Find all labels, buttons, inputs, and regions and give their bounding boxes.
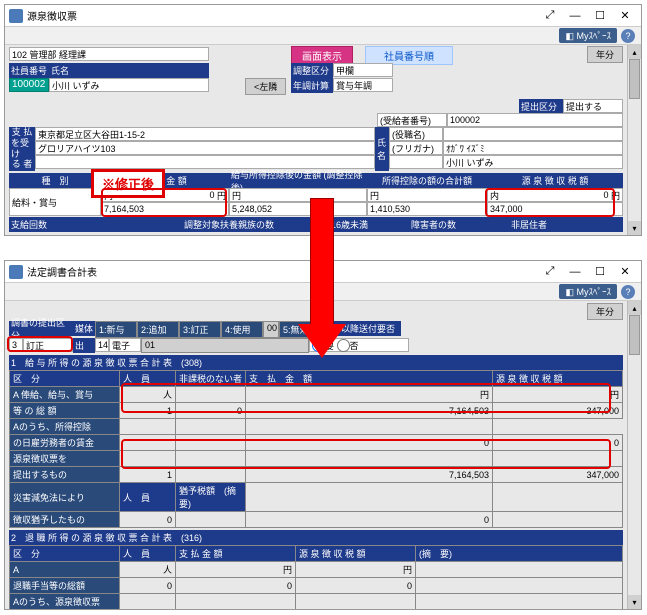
scroll-down-icon[interactable]: ▾ [628, 595, 641, 609]
scrollbar[interactable]: ▴ ▾ [627, 301, 641, 609]
year-button[interactable]: 年分 [587, 303, 623, 320]
recipient-val: 100002 [447, 113, 623, 127]
year-button[interactable]: 年分 [587, 46, 623, 63]
bottom-left: 支給回数 [9, 217, 129, 232]
name-label: (役職名) [389, 127, 443, 141]
sidebar-payee: 支 払 を受け る 者 [9, 127, 35, 171]
scroll-thumb[interactable] [629, 59, 640, 99]
scroll-up-icon[interactable]: ▴ [628, 301, 641, 315]
hdr-media: 媒体 [73, 321, 95, 336]
val-calc: 賞与年調 [333, 78, 393, 92]
submit-val[interactable]: 提出する [563, 99, 623, 113]
val-media-text: 電子 [109, 338, 141, 352]
recipient-label: (受給者番号) [377, 113, 447, 127]
maximize-button[interactable]: ☐ [588, 7, 612, 25]
scroll-up-icon[interactable]: ▴ [628, 45, 641, 59]
val-media-code[interactable]: 14 [95, 338, 109, 352]
minimize-button[interactable]: — [563, 263, 587, 281]
window-title: 法定調書合計表 [27, 264, 97, 279]
menubar: ◧ Myｽﾍﾟｰｽ ? [5, 27, 641, 45]
addr1: 東京都足立区大谷田1-15-2 [35, 127, 375, 141]
emp-name: 小川 いずみ [49, 78, 209, 92]
sec2-title: 2 退 職 所 得 の 源 泉 徴 収 票 合 計 表 (316) [9, 530, 623, 545]
dept-field[interactable]: 102 管理部 経理課 [9, 47, 209, 61]
val-submit-text: 訂正 [23, 338, 73, 352]
callout-corrected: ※修正後 [91, 169, 165, 198]
hdr-empno: 社員番号 [9, 63, 49, 78]
submit-tax: 347,000 [493, 467, 623, 483]
help-icon[interactable]: ? [621, 285, 635, 299]
left-button[interactable]: <左隣 [245, 78, 286, 95]
val-adjtype: 甲欄 [333, 63, 393, 77]
myspace-button[interactable]: ◧ Myｽﾍﾟｰｽ [559, 28, 617, 43]
col-deduct: 所得控除の額の合計額 [367, 173, 487, 188]
maximize-button[interactable]: ☐ [588, 263, 612, 281]
titlebar: 源泉徴収票 ⤢ — ☐ ✕ [5, 5, 641, 27]
side-name: 氏名 [375, 127, 389, 171]
scrollbar[interactable]: ▴ ▾ [627, 45, 641, 235]
submit-count: 1 [120, 467, 176, 483]
a-tax: 347,000 [493, 403, 623, 419]
hdr-calc: 年調計算 [291, 78, 333, 93]
row-a: A 俸給、給与、賞与 [10, 387, 120, 403]
annotation-arrow [298, 198, 346, 358]
col-after: 給与所得控除後の金額 (調整控除後) [229, 173, 367, 188]
scroll-down-icon[interactable]: ▾ [628, 221, 641, 235]
addr2: グロリアハイツ103 [35, 141, 375, 155]
close-button[interactable]: ✕ [613, 263, 637, 281]
app-icon [9, 9, 23, 23]
submit-pay: 7,164,503 [246, 467, 493, 483]
submit-label: 提出区分 [519, 99, 563, 114]
emp-id-button[interactable]: 100002 [9, 78, 49, 92]
hdr-adjtype: 調整区分 [291, 63, 333, 78]
hdr-name: 氏名 [49, 63, 209, 78]
furigana-label: (フリガナ) [389, 141, 443, 155]
furigana-val: ｵｶﾞﾜ ｲｽﾞﾐ [443, 141, 623, 155]
val-pay: 7,164,503 [101, 202, 229, 216]
val-tax: 347,000 [487, 202, 623, 216]
app-icon [9, 265, 23, 279]
scroll-thumb[interactable] [629, 315, 640, 355]
name-val: 小川 いずみ [443, 155, 623, 169]
row-label: 給料・賞与 [9, 188, 101, 216]
col-type: 種 別 [9, 173, 101, 188]
expand-icon[interactable]: ⤢ [538, 263, 562, 281]
val-submit-code[interactable]: 3 [9, 338, 23, 352]
help-icon[interactable]: ? [621, 29, 635, 43]
a-count: 1 [120, 403, 176, 419]
window-title: 源泉徴収票 [27, 8, 77, 23]
myspace-button[interactable]: ◧ Myｽﾍﾟｰｽ [559, 284, 617, 299]
val-deduct: 1,410,530 [367, 202, 487, 216]
col-tax: 源 泉 徴 収 税 額 [487, 173, 623, 188]
minimize-button[interactable]: — [563, 7, 587, 25]
close-button[interactable]: ✕ [613, 7, 637, 25]
hdr-submit-type: 調書の提出区分 [9, 321, 73, 336]
a-pay: 7,164,503 [246, 403, 493, 419]
expand-icon[interactable]: ⤢ [538, 7, 562, 25]
